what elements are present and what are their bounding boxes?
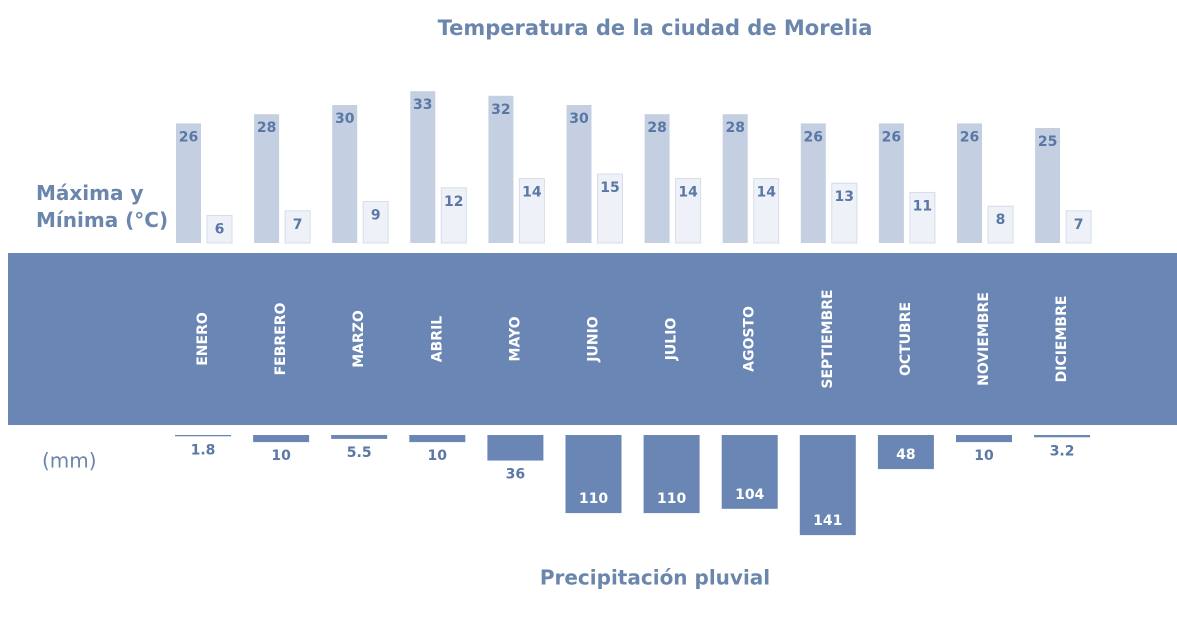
min-bar (831, 182, 858, 244)
min-bar (675, 178, 702, 244)
value-label: 36 (506, 467, 525, 483)
min-bar (440, 187, 467, 244)
max-bar (1035, 128, 1061, 243)
value-label: 25 (1038, 134, 1057, 150)
precip-bar (253, 435, 310, 443)
precip-bar (877, 435, 934, 470)
max-bar (800, 123, 826, 243)
value-label: 26 (882, 129, 901, 145)
value-label: 30 (569, 111, 589, 127)
value-label: 1.8 (191, 442, 216, 458)
value-label: 3.2 (1050, 443, 1075, 459)
value-label: 141 (813, 513, 842, 529)
precip-bar (175, 435, 231, 437)
month-band (8, 253, 1177, 425)
min-bar (362, 201, 389, 244)
value-label: 6 (215, 221, 225, 237)
value-label: 10 (271, 448, 291, 464)
value-label: 33 (413, 97, 432, 113)
month-label: OCTUBRE (898, 302, 914, 376)
precip-bar (331, 435, 388, 439)
value-label: 26 (804, 129, 823, 145)
value-label: 28 (257, 120, 276, 136)
value-label: 10 (974, 448, 994, 464)
value-label: 14 (522, 185, 542, 201)
value-label: 26 (960, 129, 979, 145)
value-label: 7 (293, 217, 303, 233)
value-label: 14 (678, 185, 698, 201)
month-label: ENERO (195, 312, 211, 366)
max-bar (410, 91, 436, 243)
precip-bar (487, 435, 544, 461)
precip-bar (409, 435, 466, 443)
value-label: 110 (579, 491, 608, 507)
month-label: AGOSTO (742, 306, 758, 372)
value-label: 26 (179, 129, 198, 145)
month-label: DICIEMBRE (1054, 296, 1070, 383)
min-bar (206, 214, 233, 244)
max-bar (878, 123, 904, 243)
precip-bar (643, 435, 700, 514)
month-label: ABRIL (429, 316, 445, 362)
month-label: SEPTIEMBRE (820, 289, 836, 388)
precip-bar (721, 435, 778, 509)
month-label: FEBRERO (273, 302, 289, 375)
value-label: 14 (756, 185, 776, 201)
max-bar (722, 114, 748, 243)
max-bar (957, 123, 982, 243)
max-bar (644, 114, 670, 243)
precip-unit: (mm) (42, 449, 97, 473)
value-label: 8 (996, 212, 1006, 228)
precip-bar (799, 435, 856, 536)
y-axis-label: Máxima y Mínima (°C) (36, 181, 169, 232)
min-bar (284, 210, 311, 244)
value-label: 12 (444, 194, 463, 210)
chart-title: Temperatura de la ciudad de Morelia (438, 16, 873, 40)
value-label: 11 (913, 198, 932, 214)
precip-bar (1034, 435, 1091, 438)
min-bar (518, 178, 545, 244)
min-bar (597, 173, 623, 244)
month-label: MAYO (507, 316, 523, 361)
min-bar (753, 178, 780, 244)
month-label: JULIO (664, 318, 680, 362)
value-label: 10 (428, 448, 448, 464)
value-label: 7 (1074, 217, 1084, 233)
value-label: 104 (735, 487, 764, 503)
max-bar (254, 114, 280, 243)
value-label: 28 (647, 120, 666, 136)
value-label: 9 (371, 208, 381, 224)
value-label: 30 (335, 111, 355, 127)
month-label: JUNIO (586, 316, 602, 363)
value-label: 15 (600, 180, 619, 196)
max-bar (566, 105, 592, 243)
value-label: 28 (725, 120, 744, 136)
max-bar (176, 123, 201, 243)
precip-bar (956, 435, 1012, 443)
month-label: MARZO (351, 310, 367, 368)
precip-title: Precipitación pluvial (540, 566, 770, 590)
max-bar (488, 95, 514, 243)
value-label: 5.5 (347, 445, 372, 461)
max-bar (332, 105, 358, 243)
value-label: 48 (896, 447, 915, 463)
min-bar (909, 191, 936, 244)
month-label: NOVIEMBRE (976, 292, 992, 386)
value-label: 13 (835, 189, 854, 205)
value-label: 110 (657, 491, 686, 507)
value-label: 32 (491, 102, 510, 118)
min-bar (987, 205, 1014, 244)
min-bar (1065, 210, 1092, 244)
precip-bar (565, 435, 622, 514)
